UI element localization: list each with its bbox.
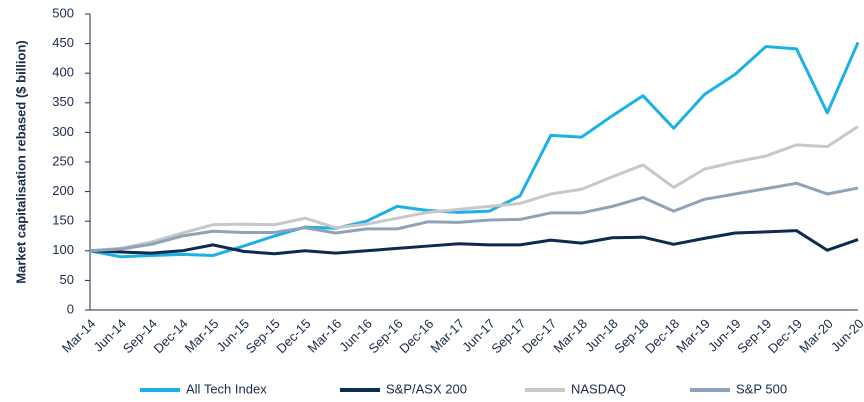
x-tick-label: Dec-16 xyxy=(396,316,436,356)
x-tick-label: Mar-17 xyxy=(427,316,467,356)
legend-label: S&P 500 xyxy=(736,381,787,396)
legend-label: S&P/ASX 200 xyxy=(386,381,467,396)
x-tick-label: Dec-15 xyxy=(273,316,313,356)
x-tick-label: Mar-20 xyxy=(796,316,836,356)
legend-label: NASDAQ xyxy=(571,381,626,396)
x-tick-label: Mar-15 xyxy=(182,316,222,356)
x-tick-label: Mar-14 xyxy=(59,316,99,356)
y-tick-label: 250 xyxy=(52,153,74,168)
y-tick-label: 200 xyxy=(52,183,74,198)
y-tick-label: 300 xyxy=(52,124,74,139)
series-line xyxy=(89,181,859,253)
y-tick-label: 350 xyxy=(52,94,74,109)
x-tick-label: Mar-19 xyxy=(673,316,713,356)
x-tick-label: Dec-19 xyxy=(765,316,805,356)
x-tick-label: Mar-16 xyxy=(305,316,345,356)
x-tick-label: Mar-18 xyxy=(550,316,590,356)
y-tick-label: 50 xyxy=(60,272,74,287)
series-line xyxy=(89,229,859,256)
y-tick-label: 100 xyxy=(52,242,74,257)
x-tick-label: Dec-17 xyxy=(519,316,559,356)
y-axis-label: Market capitalisation rebased ($ billion… xyxy=(13,40,28,283)
y-tick-label: 400 xyxy=(52,65,74,80)
legend-label: All Tech Index xyxy=(186,381,267,396)
y-tick-label: 500 xyxy=(52,5,74,20)
x-tick-label: Dec-14 xyxy=(150,316,190,356)
y-tick-label: 450 xyxy=(52,35,74,50)
y-tick-label: 0 xyxy=(67,301,74,316)
x-tick-label: Jun-20 xyxy=(828,316,864,355)
series-line xyxy=(89,125,859,253)
x-tick-label: Dec-18 xyxy=(642,316,682,356)
series-line xyxy=(89,41,860,259)
y-tick-label: 150 xyxy=(52,213,74,228)
